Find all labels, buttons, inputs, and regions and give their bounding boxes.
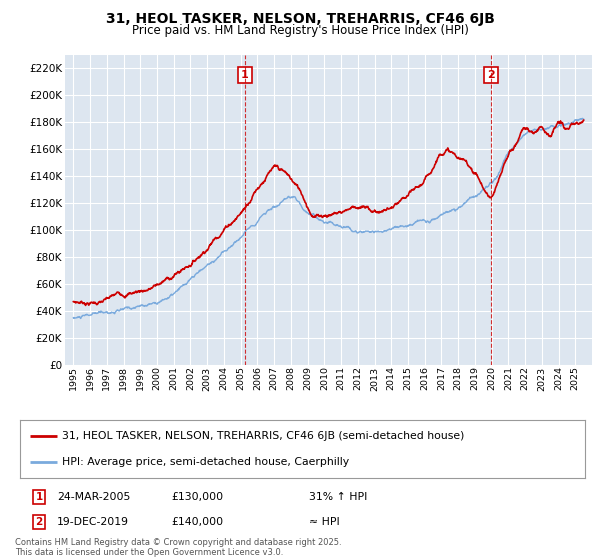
Text: 2: 2	[35, 517, 43, 527]
Text: 31, HEOL TASKER, NELSON, TREHARRIS, CF46 6JB (semi-detached house): 31, HEOL TASKER, NELSON, TREHARRIS, CF46…	[62, 431, 465, 441]
Text: HPI: Average price, semi-detached house, Caerphilly: HPI: Average price, semi-detached house,…	[62, 458, 349, 468]
Text: 31, HEOL TASKER, NELSON, TREHARRIS, CF46 6JB: 31, HEOL TASKER, NELSON, TREHARRIS, CF46…	[106, 12, 494, 26]
Text: £140,000: £140,000	[171, 517, 223, 527]
Text: Price paid vs. HM Land Registry's House Price Index (HPI): Price paid vs. HM Land Registry's House …	[131, 24, 469, 36]
Text: 19-DEC-2019: 19-DEC-2019	[57, 517, 129, 527]
Text: 1: 1	[241, 70, 248, 80]
Text: 31% ↑ HPI: 31% ↑ HPI	[309, 492, 367, 502]
Text: ≈ HPI: ≈ HPI	[309, 517, 340, 527]
Text: £130,000: £130,000	[171, 492, 223, 502]
Text: Contains HM Land Registry data © Crown copyright and database right 2025.
This d: Contains HM Land Registry data © Crown c…	[15, 538, 341, 557]
Text: 1: 1	[35, 492, 43, 502]
Text: 24-MAR-2005: 24-MAR-2005	[57, 492, 130, 502]
Text: 2: 2	[487, 70, 495, 80]
